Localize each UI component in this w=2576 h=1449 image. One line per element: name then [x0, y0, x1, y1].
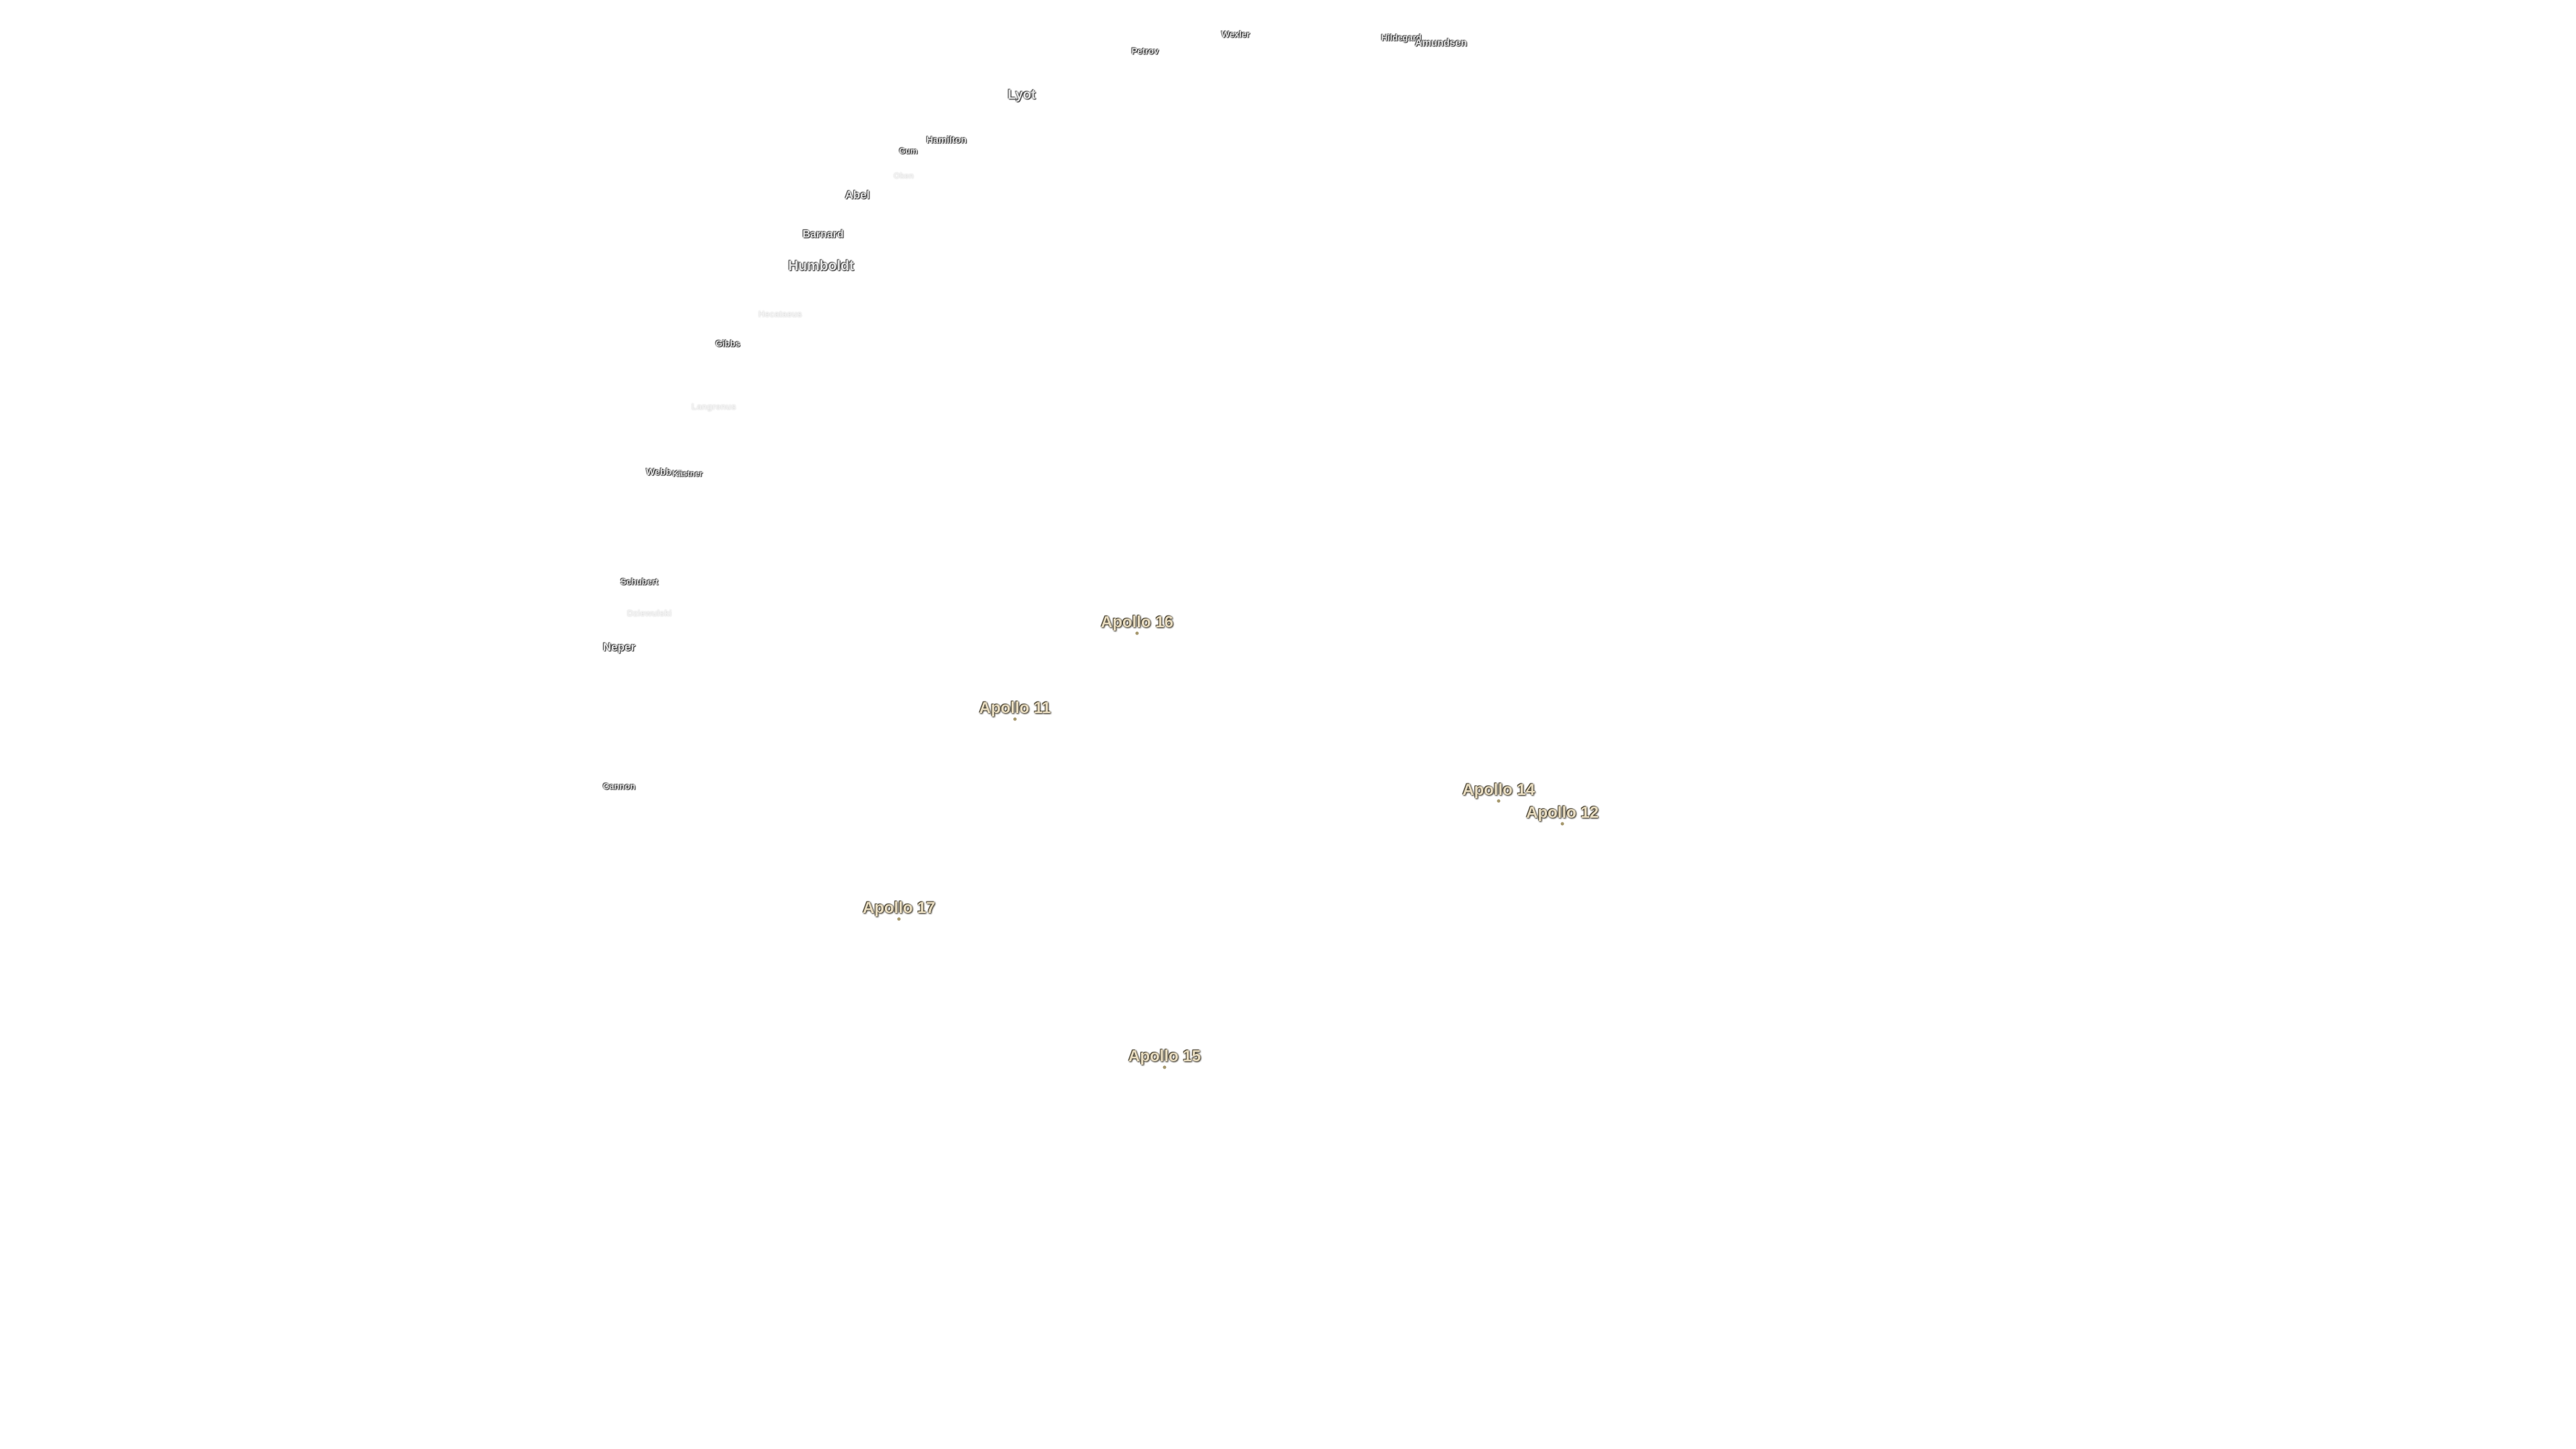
crater-label: Hamilton	[926, 134, 967, 145]
landing-site-label: Apollo 16	[1100, 613, 1174, 631]
landing-site-label: Apollo 12	[1525, 804, 1599, 822]
crater-label: Petrov	[1131, 46, 1159, 56]
crater-label: Lyot	[1008, 87, 1036, 103]
crater-label: Humboldt	[788, 258, 854, 274]
crater-label: Abel	[845, 189, 870, 201]
crater-label: Webb	[646, 466, 672, 477]
crater-label: Hildegard	[1381, 32, 1421, 43]
crater-label: Langrenus	[691, 401, 737, 412]
landing-site-label: Apollo 17	[862, 899, 936, 917]
landing-site-label: Apollo 11	[979, 699, 1051, 717]
crater-label: Gum	[899, 146, 918, 156]
crater-label: Amundsen	[1415, 37, 1467, 49]
landing-site-marker	[1497, 799, 1501, 803]
crater-label: Barnard	[802, 229, 844, 240]
crater-label: Kästner	[672, 469, 703, 478]
landing-site-marker	[1135, 631, 1139, 635]
landing-site-label: Apollo 15	[1128, 1047, 1201, 1065]
landing-site-marker	[1163, 1065, 1167, 1069]
landing-site-marker	[897, 917, 901, 921]
crater-label: Hecataeus	[758, 309, 802, 319]
crater-label: Gibbs	[715, 338, 741, 349]
crater-label: Schubert	[620, 576, 659, 587]
crater-label: Dziewulski	[627, 608, 672, 619]
landing-site-label: Apollo 14	[1462, 781, 1536, 799]
crater-label: Oken	[893, 171, 914, 180]
crater-label: Wexler	[1221, 29, 1250, 40]
landing-site-marker	[1560, 822, 1564, 826]
landing-site-marker	[1013, 717, 1017, 721]
crater-label: Neper	[602, 641, 636, 653]
crater-label: Cannon	[602, 781, 636, 792]
